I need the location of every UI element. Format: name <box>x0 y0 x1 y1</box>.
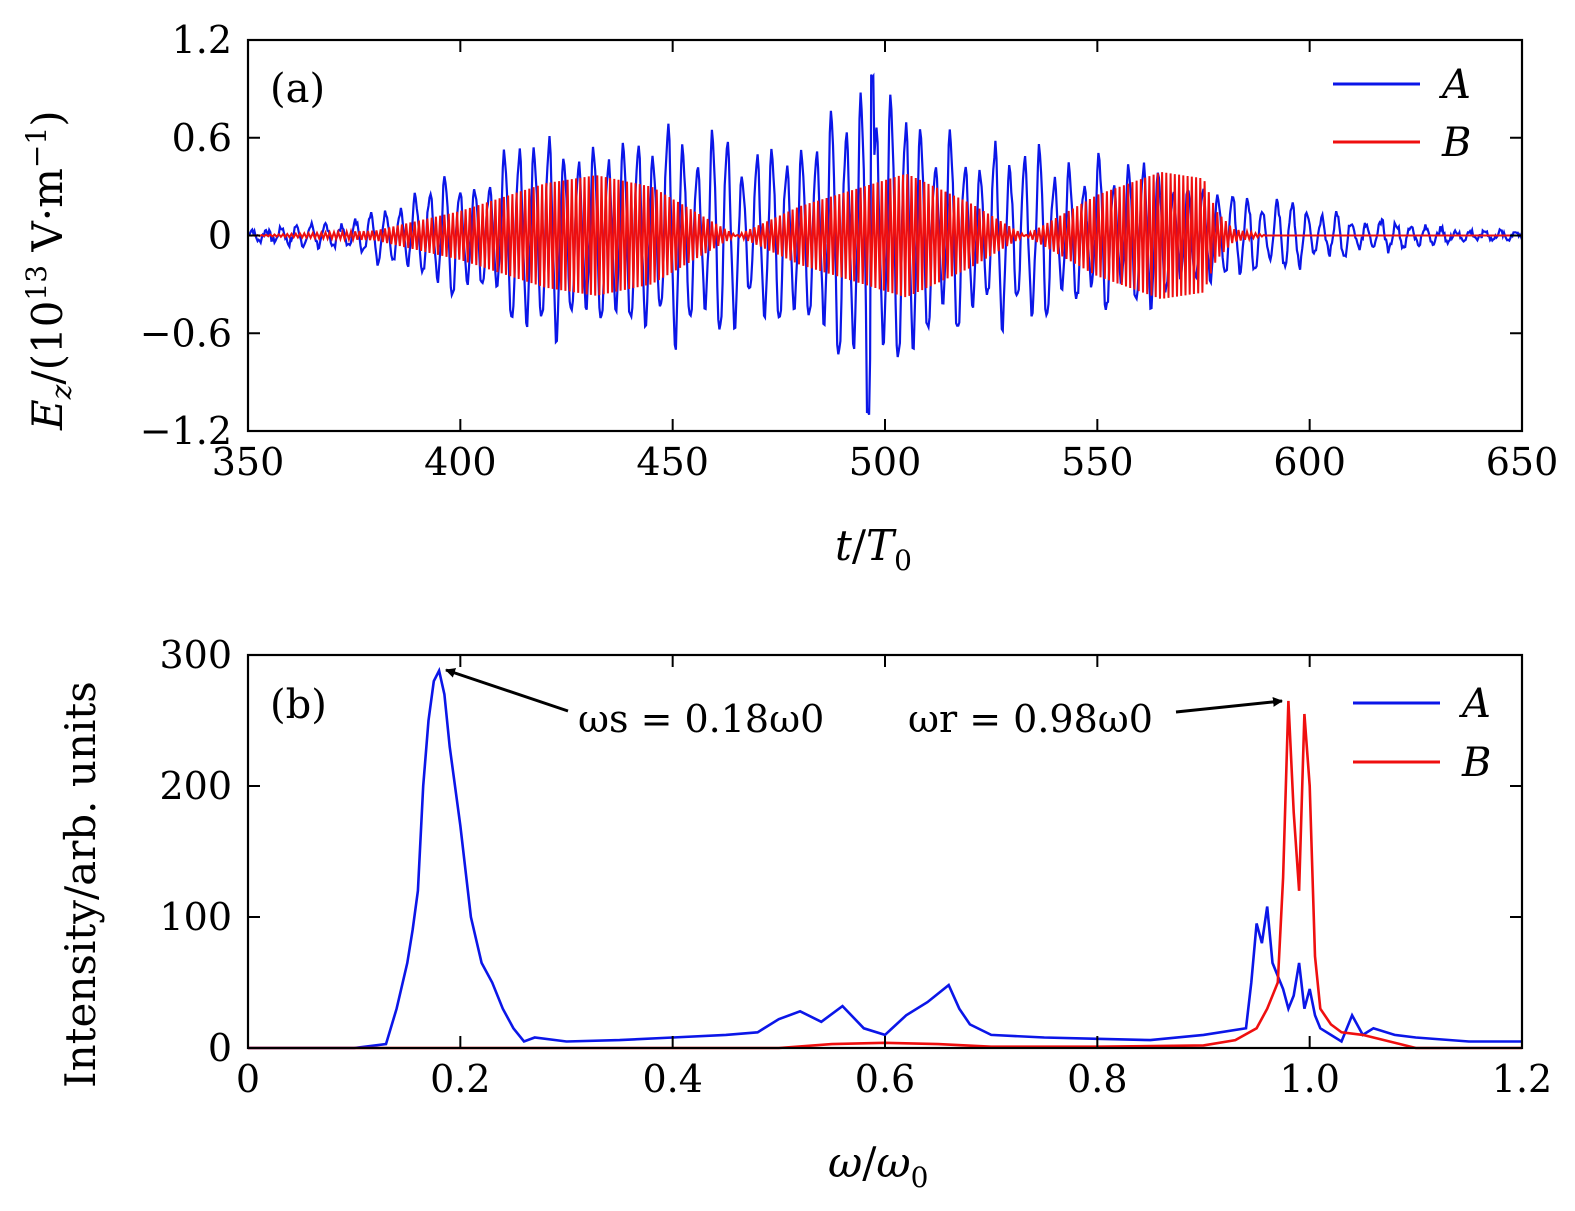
panel-b: 0 0.2 0.4 0.6 0.8 1.0 1.2 300 200 100 0 (b) A B ωs… <box>56 633 1552 1194</box>
panel-a-ytick-label-2: 0 <box>208 214 232 258</box>
annotation-omega-r-arrow <box>1175 696 1283 714</box>
panel-b-ylabel: Intensity/arb. units <box>56 681 105 1088</box>
panel-b-ytick-label-3: 0 <box>208 1026 232 1070</box>
panel-b-label: (b) <box>270 682 327 728</box>
panel-a-plot-area <box>248 72 1522 416</box>
panel-b-xtick-label-4: 0.8 <box>1067 1057 1127 1101</box>
series-B-line-a <box>248 172 1522 299</box>
panel-b-ytick-label-0: 300 <box>159 633 232 677</box>
panel-a-xlabel: t/T0 <box>835 521 912 577</box>
series-A-line-a <box>248 72 1522 416</box>
annotation-omega-s-label: ωs = 0.18ω0 <box>578 697 824 741</box>
panel-a-legend: A B <box>1333 62 1471 166</box>
panel-b-legend: A B <box>1353 681 1491 786</box>
panel-a-xtick-label-5: 600 <box>1273 440 1346 484</box>
panel-b-legend-label-B: B <box>1461 740 1491 786</box>
series-A-line-b <box>248 666 1522 1050</box>
panel-a-ytick-label-1: 0.6 <box>172 116 232 160</box>
panel-b-xtick-label-5: 1.0 <box>1279 1057 1339 1101</box>
panel-b-xtick-label-3: 0.6 <box>855 1057 915 1101</box>
panel-b-xtick-label-2: 0.4 <box>642 1057 702 1101</box>
panel-a-xtick-label-4: 550 <box>1061 440 1134 484</box>
panel-a-xtick-label-0: 350 <box>212 440 285 484</box>
panel-a-ticks: 350 400 450 500 550 600 650 1.2 0.6 0 −0.6 −1.2 <box>140 18 1559 484</box>
panel-a-legend-label-B: B <box>1441 120 1471 166</box>
panel-a-ylabel: Ez/(1013 V·m−1) <box>20 110 78 431</box>
panel-b-legend-label-A: A <box>1458 681 1491 727</box>
series-B-line-b <box>248 700 1522 1050</box>
annotation-omega-s: ωs = 0.18ω0 <box>445 668 824 741</box>
annotation-omega-r: ωr = 0.98ω0 <box>908 696 1283 741</box>
panel-a-label: (a) <box>270 66 325 112</box>
panel-a-xtick-label-6: 650 <box>1486 440 1559 484</box>
panel-a-xtick-label-2: 450 <box>636 440 709 484</box>
panel-b-ytick-label-2: 100 <box>159 895 232 939</box>
panel-b-ytick-label-1: 200 <box>159 764 232 808</box>
panel-b-ticks: 0 0.2 0.4 0.6 0.8 1.0 1.2 300 200 100 0 <box>159 633 1552 1101</box>
panel-b-frame <box>246 653 1524 1050</box>
panel-b-xtick-label-1: 0.2 <box>430 1057 490 1101</box>
panel-a-xtick-label-3: 500 <box>849 440 922 484</box>
annotation-omega-s-arrow <box>445 668 569 713</box>
panel-a-ytick-label-3: −0.6 <box>140 311 232 355</box>
panel-a-legend-label-A: A <box>1438 62 1471 108</box>
panel-b-xtick-label-0: 0 <box>236 1057 260 1101</box>
panel-a-ytick-label-0: 1.2 <box>172 18 232 62</box>
panel-a-xtick-label-1: 400 <box>424 440 497 484</box>
panel-a: 350 400 450 500 550 600 650 1.2 0.6 0 −0.6 −1.2 (a)… <box>20 18 1558 577</box>
annotation-omega-r-label: ωr = 0.98ω0 <box>908 697 1153 741</box>
panel-a-ytick-label-4: −1.2 <box>140 409 232 453</box>
panel-b-xtick-label-6: 1.2 <box>1492 1057 1552 1101</box>
panel-b-xlabel: ω/ω0 <box>828 1138 928 1194</box>
panel-b-plot-area <box>248 666 1522 1050</box>
